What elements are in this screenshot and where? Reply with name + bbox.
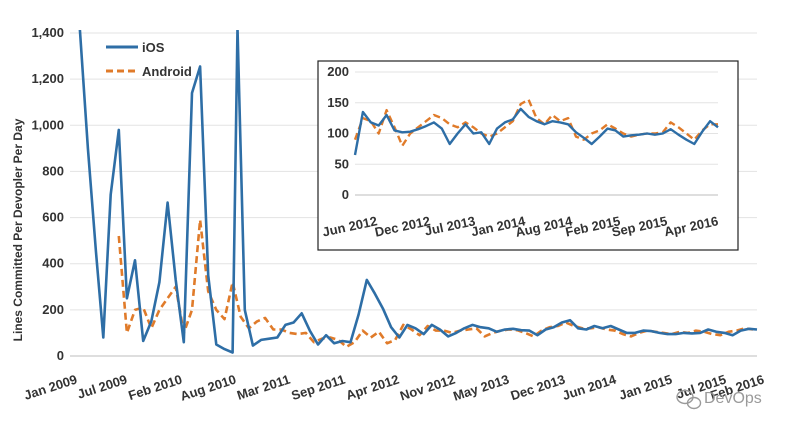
watermark: DevOps — [676, 389, 762, 410]
main-y-tick-label: 1,200 — [31, 71, 64, 86]
inset-frame — [317, 60, 739, 251]
main-x-tick-label: Jul 2009 — [75, 372, 128, 402]
legend-android-label: Android — [142, 64, 192, 79]
main-x-tick-label: May 2013 — [451, 372, 511, 404]
main-y-tick-label: 1,400 — [31, 25, 64, 40]
main-y-tick-label: 1,000 — [31, 117, 64, 132]
main-x-tick-label: Dec 2013 — [509, 372, 567, 404]
main-x-tick-label: Nov 2012 — [398, 372, 457, 404]
inset-y-tick-label: 50 — [335, 156, 349, 171]
main-x-tick-label: Apr 2012 — [344, 372, 401, 403]
main-y-tick-label: 200 — [42, 302, 64, 317]
main-series-group — [78, 30, 758, 354]
inset-series-ios-line — [353, 107, 719, 156]
main-x-tick-label: Mar 2011 — [235, 372, 292, 403]
inset-y-tick-label: 150 — [327, 95, 349, 110]
wechat-icon — [676, 389, 702, 410]
main-x-tick-label: Sep 2011 — [289, 372, 347, 403]
main-series-ios-line — [78, 30, 758, 354]
main-y-tick-label: 0 — [57, 348, 64, 363]
legend-ios-label: iOS — [142, 40, 165, 55]
inset-y-tick-label: 200 — [327, 64, 349, 79]
legend: iOS Android — [106, 40, 192, 79]
main-y-tick-label: 800 — [42, 163, 64, 178]
y-axis-label: Lines Committed Per Devopler Per Day — [11, 118, 25, 341]
watermark-text: DevOps — [704, 390, 762, 407]
main-x-tick-label: Feb 2010 — [126, 372, 184, 403]
inset-y-axis: 0 50 100 150 200 — [327, 64, 349, 202]
inset-y-tick-label: 0 — [342, 187, 349, 202]
inset-y-tick-label: 100 — [327, 126, 349, 141]
main-x-tick-label: Jan 2015 — [617, 372, 674, 403]
main-y-tick-label: 600 — [42, 210, 64, 225]
main-x-tick-label: Aug 2010 — [178, 372, 238, 404]
inset-series-group — [353, 98, 719, 156]
main-x-tick-label: Jan 2009 — [22, 372, 79, 403]
main-y-axis: 0 200 400 600 800 1,000 1,200 1,400 — [31, 25, 64, 363]
main-x-tick-label: Jun 2014 — [560, 371, 618, 403]
main-y-tick-label: 400 — [42, 256, 64, 271]
main-series-android-line — [117, 218, 754, 349]
